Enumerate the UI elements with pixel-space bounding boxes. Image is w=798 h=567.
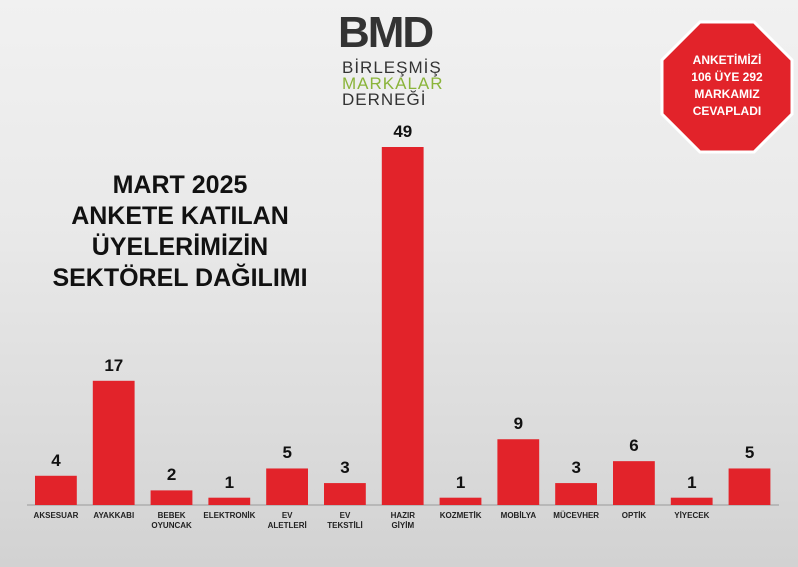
x-tick-label: ELEKTRONİK (203, 511, 256, 520)
value-label: 5 (282, 443, 292, 463)
badge-line: CEVAPLADI (692, 104, 762, 118)
logo-line: BİRLEŞMİŞ (342, 58, 442, 77)
bar (555, 483, 597, 505)
logo-mark: BMD (338, 8, 434, 57)
value-label: 1 (224, 472, 235, 492)
logo-line: MARKALAR (342, 74, 444, 93)
value-label: 9 (513, 414, 524, 434)
value-label: 2 (166, 465, 177, 485)
x-tick-label: MOBİLYA (500, 511, 537, 520)
value-label: 5 (744, 443, 755, 463)
x-tick-label: MÜCEVHER (553, 511, 600, 520)
bar (670, 497, 713, 505)
bar (266, 468, 308, 505)
badge-shape (660, 20, 794, 154)
value-label: 6 (629, 436, 639, 456)
badge: ANKETİMİZİ 106 ÜYE 292 MARKAMIZ CEVAPLADI (662, 52, 792, 120)
value-label: 17 (104, 355, 124, 375)
bar (497, 439, 540, 505)
bar (381, 147, 424, 505)
bar (208, 497, 251, 505)
title-line: ANKETE KATILAN (71, 202, 289, 230)
bar (728, 468, 771, 505)
value-label: 4 (51, 450, 61, 470)
x-tick-label: YİYECEK (674, 511, 710, 520)
bar (35, 475, 77, 505)
x-tick-label: KOZMETİK (439, 511, 482, 520)
x-tick-label: EV TEKSTİLİ (327, 511, 363, 530)
bar (150, 490, 193, 505)
badge-line: MARKAMIZ (694, 87, 760, 101)
value-label: 1 (687, 472, 697, 492)
value-label: 3 (571, 458, 581, 478)
x-tick-label: OPTİK (621, 511, 647, 520)
x-tick-label: AYAKKABI (93, 511, 135, 520)
bar (613, 461, 655, 505)
logo-text: BİRLEŞMİŞ MARKALAR DERNEĞİ (342, 58, 444, 109)
bar (439, 497, 482, 505)
logo-line: DERNEĞİ (342, 90, 427, 109)
value-label: 1 (455, 472, 466, 492)
x-tick-label: BEBEK OYUNCAK (151, 511, 192, 530)
x-tick-label: HAZIR GİYİM (390, 511, 416, 530)
title: MART 2025 ANKETE KATILAN ÜYELERİMİZİN SEKTÖ… (10, 170, 350, 294)
badge-line: ANKETİMİZİ (692, 53, 762, 67)
title-line: ÜYELERİMİZİN (91, 233, 269, 261)
bar (324, 483, 366, 505)
value-label: 49 (393, 122, 413, 141)
value-label: 3 (340, 458, 350, 478)
title-line: MART 2025 (112, 171, 248, 199)
bar (92, 380, 135, 505)
x-tick-label: EV ALETLERİ (267, 511, 307, 530)
badge-line: 106 ÜYE 292 (691, 70, 763, 84)
title-line: SEKTÖREL DAĞILIMI (52, 264, 308, 292)
x-tick-label: AKSESUAR (33, 511, 79, 520)
